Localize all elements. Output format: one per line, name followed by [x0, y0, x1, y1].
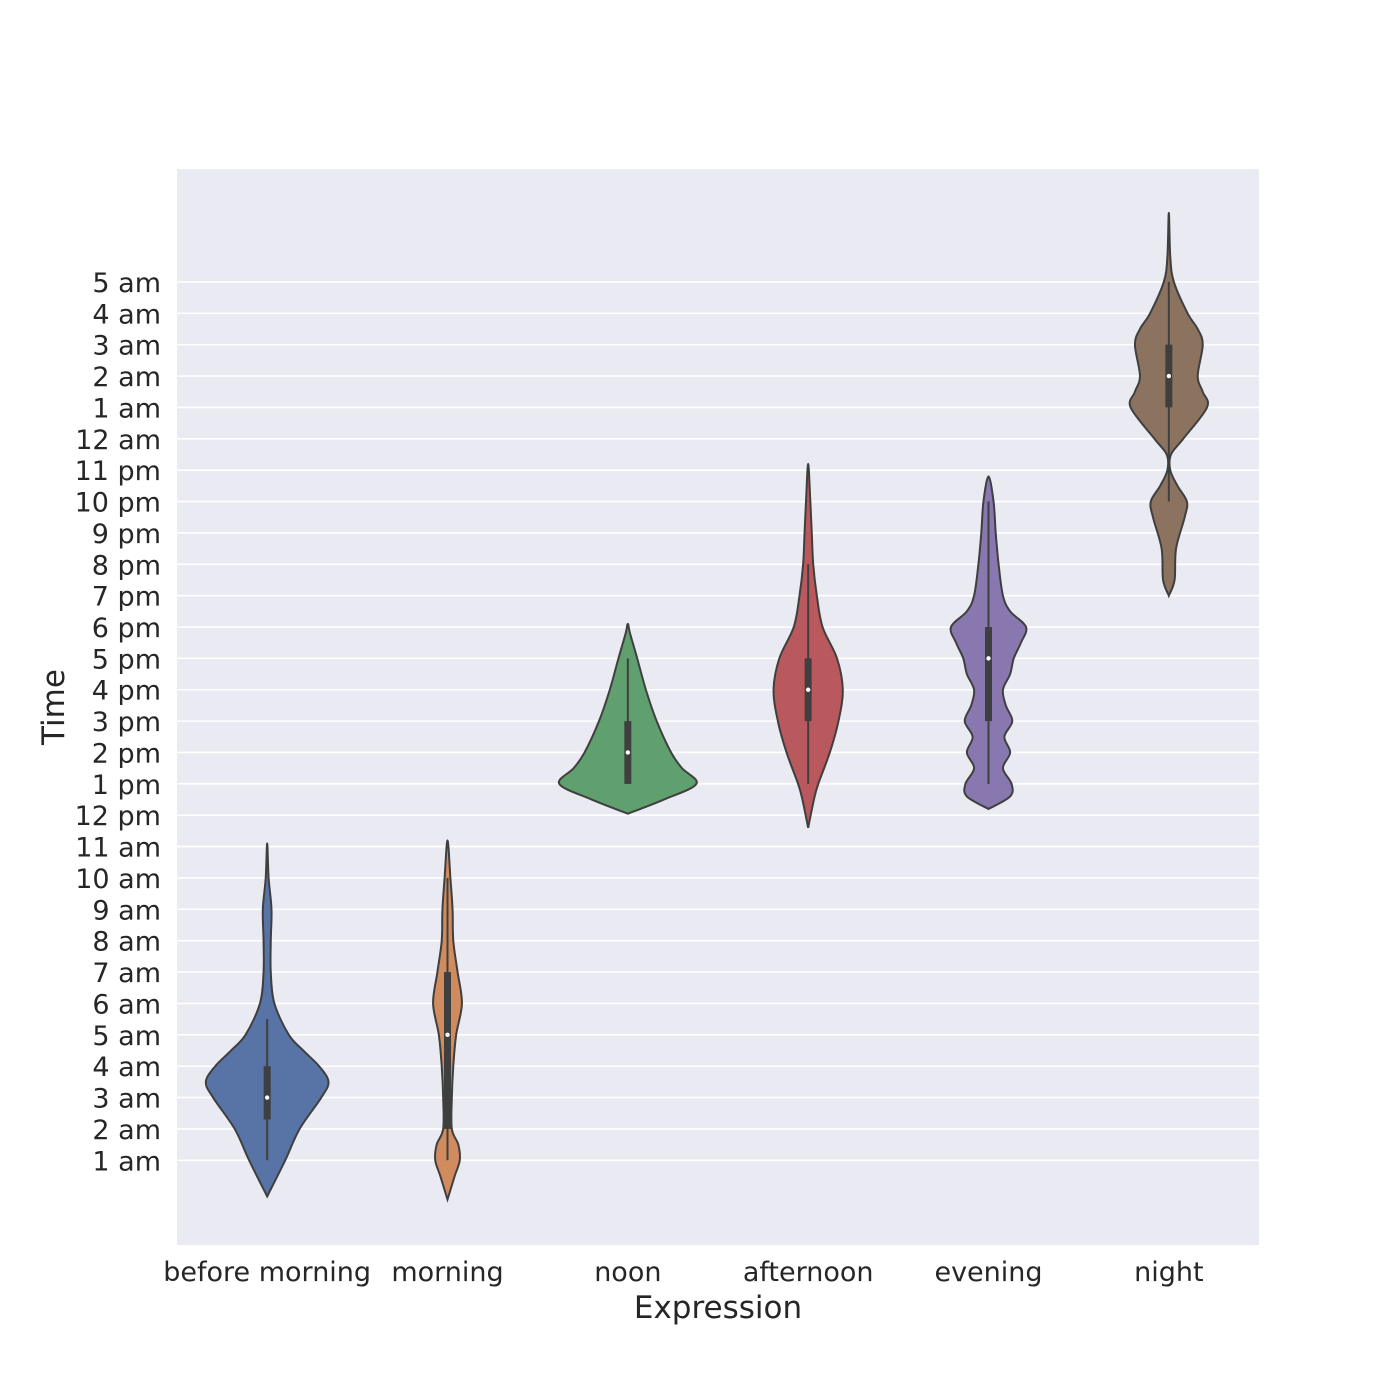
violin-median	[986, 656, 991, 661]
y-tick-label: 7 pm	[92, 582, 161, 613]
y-tick-label: 1 am	[92, 1146, 161, 1177]
y-tick-label: 11 am	[75, 833, 161, 864]
y-tick-label: 9 am	[92, 895, 161, 926]
y-tick-label: 4 pm	[92, 676, 161, 707]
y-tick-label: 12 pm	[75, 801, 161, 832]
violin-median	[264, 1095, 270, 1100]
plot-background	[177, 169, 1259, 1245]
y-axis-title: Time	[36, 669, 72, 746]
y-tick-label: 10 am	[75, 864, 161, 895]
y-tick-label: 6 am	[92, 989, 161, 1020]
x-axis-ticks: before morning morning noon afternoon evenin…	[163, 1257, 1203, 1288]
x-tick-label: night	[1134, 1257, 1203, 1288]
y-tick-label: 4 am	[92, 299, 161, 330]
violin-morning	[432, 839, 463, 1203]
y-tick-label: 12 am	[75, 425, 161, 456]
y-tick-label: 11 pm	[75, 456, 161, 487]
y-tick-label: 4 am	[92, 1052, 161, 1083]
y-tick-label: 8 pm	[92, 550, 161, 581]
violin-night	[1128, 211, 1209, 599]
y-tick-label: 2 pm	[92, 738, 161, 769]
violin-median	[625, 750, 631, 755]
violin-evening	[949, 475, 1028, 811]
y-tick-label: 5 pm	[92, 644, 161, 675]
x-tick-label: morning	[391, 1257, 503, 1288]
y-tick-label: 2 am	[92, 362, 161, 393]
y-tick-label: 2 am	[92, 1115, 161, 1146]
y-tick-label: 1 am	[92, 393, 161, 424]
violin-median	[445, 1032, 450, 1038]
y-tick-label: 8 am	[92, 927, 161, 958]
violin-before-morning	[204, 842, 330, 1199]
y-tick-label: 7 am	[92, 958, 161, 989]
y-tick-label: 6 pm	[92, 613, 161, 644]
y-tick-label: 10 pm	[75, 488, 161, 519]
violin-median	[805, 687, 811, 692]
x-tick-label: evening	[934, 1257, 1042, 1288]
gridlines	[177, 281, 1259, 1162]
violin-median	[1166, 373, 1172, 379]
violin-afternoon	[772, 462, 844, 828]
y-tick-label: 3 am	[92, 331, 161, 362]
y-tick-label: 9 pm	[92, 519, 161, 550]
y-tick-label: 5 am	[92, 268, 161, 299]
y-tick-label: 3 pm	[92, 707, 161, 738]
violins	[204, 211, 1209, 1203]
x-tick-label: afternoon	[743, 1257, 874, 1288]
y-tick-label: 5 am	[92, 1021, 161, 1052]
violin-noon	[557, 622, 698, 815]
x-axis-title: Expression	[634, 1290, 802, 1326]
y-tick-label: 1 pm	[92, 770, 161, 801]
y-tick-label: 3 am	[92, 1084, 161, 1115]
x-tick-label: before morning	[163, 1257, 371, 1288]
x-tick-label: noon	[594, 1257, 661, 1288]
